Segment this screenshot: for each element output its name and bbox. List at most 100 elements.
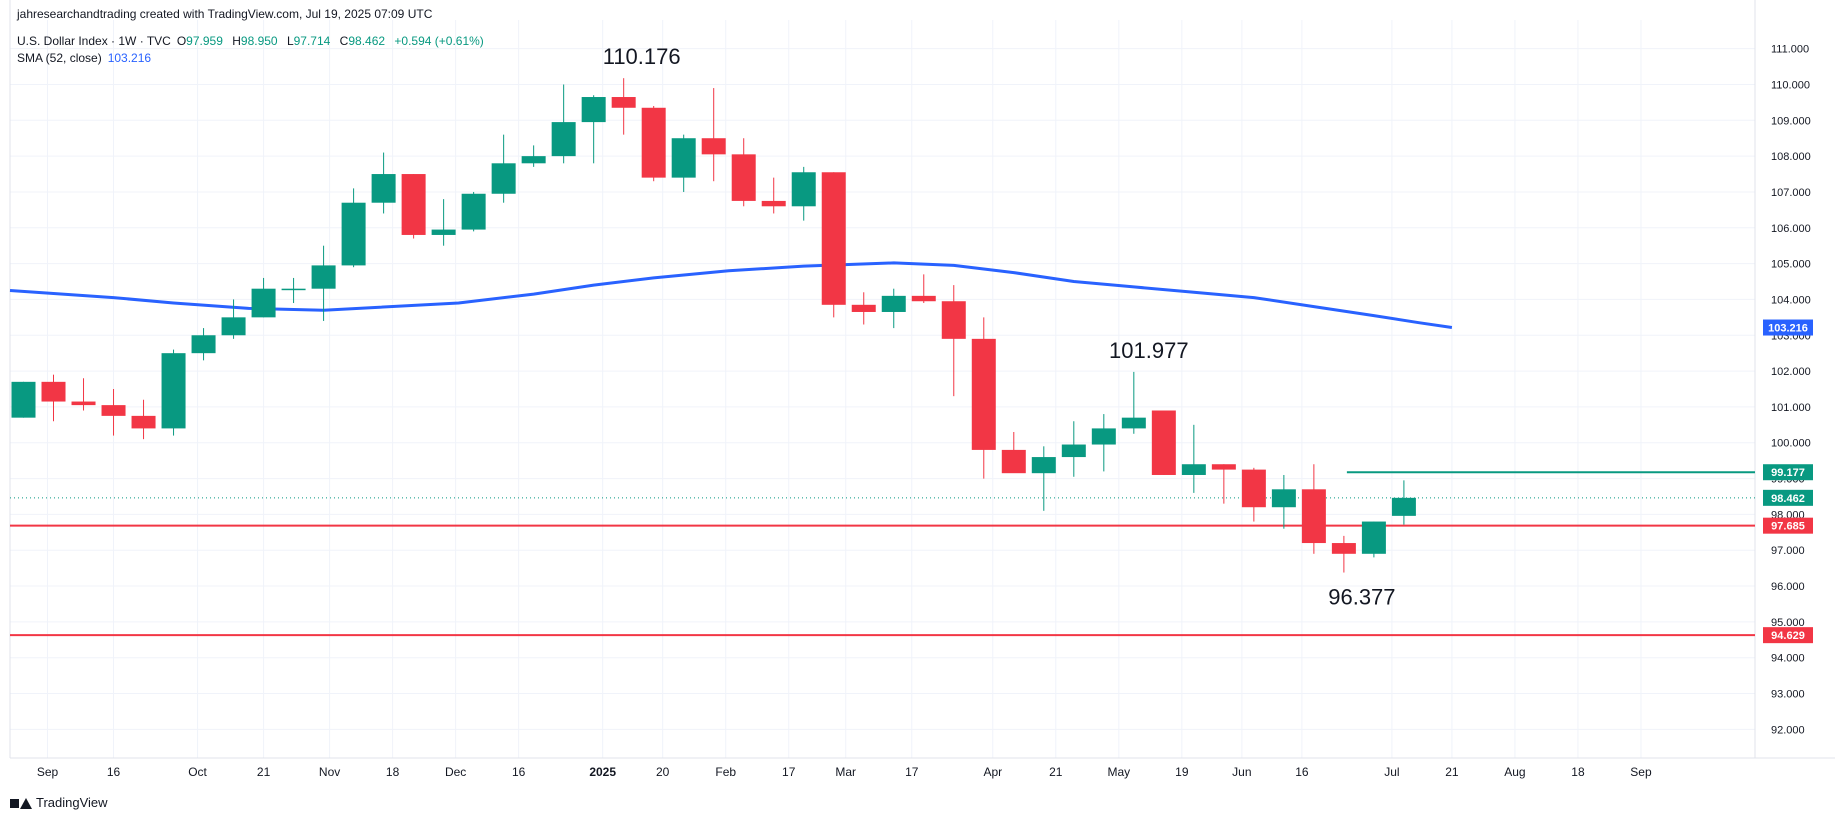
candle-body	[161, 353, 186, 429]
candle-down	[911, 274, 936, 304]
candle-up	[1061, 421, 1086, 477]
y-tick-label: 102.000	[1771, 366, 1811, 378]
x-tick-label: Nov	[319, 765, 340, 779]
chart-grid	[9, 0, 1835, 759]
candle-down	[101, 389, 126, 436]
x-tick-label: 20	[656, 765, 670, 779]
candle-up	[551, 84, 576, 164]
candle-body	[11, 381, 36, 418]
candle-body	[1361, 521, 1386, 554]
price-tag-box	[1763, 627, 1813, 644]
candle-up	[251, 277, 276, 318]
candle-down	[1331, 535, 1356, 573]
o-label: O	[176, 34, 187, 48]
x-tick-label: Oct	[188, 765, 207, 779]
candle-body	[761, 200, 786, 207]
candle-up	[11, 381, 36, 418]
candle-body	[1211, 464, 1236, 470]
price-tag-box	[1763, 489, 1813, 506]
candle-body	[491, 163, 516, 194]
sma-legend[interactable]: SMA (52, close) 103.216	[17, 51, 157, 65]
candle-up	[491, 134, 516, 203]
candle-body	[461, 193, 486, 230]
candle-body	[521, 156, 546, 164]
candle-down	[611, 78, 636, 135]
l-label: L	[286, 34, 294, 48]
price-tag-box	[1763, 464, 1813, 481]
candle-body	[341, 202, 366, 266]
x-tick-label: Feb	[715, 765, 736, 779]
candle-up	[281, 277, 306, 304]
candle-down	[71, 378, 96, 411]
candle-down	[1211, 464, 1236, 504]
candle-body	[311, 265, 336, 289]
candle-body	[881, 295, 906, 312]
candle-down	[41, 374, 66, 422]
y-tick-label: 107.000	[1771, 187, 1811, 199]
y-tick-label: 97.000	[1771, 545, 1805, 557]
price-tag-label: 94.629	[1771, 630, 1805, 642]
candle-body	[641, 107, 666, 178]
price-tag-label: 97.685	[1771, 521, 1805, 533]
candle-down	[401, 174, 426, 239]
x-tick-label: 18	[1571, 765, 1585, 779]
x-tick-label: 19	[1175, 765, 1189, 779]
candle-up	[1391, 480, 1416, 525]
y-tick-label: 110.000	[1771, 79, 1810, 91]
candle-body	[1301, 489, 1326, 544]
candle-up	[161, 349, 186, 436]
symbol-title[interactable]: U.S. Dollar Index · 1W · TVC	[17, 34, 171, 48]
candle-body	[251, 288, 276, 318]
candle-body	[1091, 428, 1116, 445]
x-tick-label: 21	[1445, 765, 1459, 779]
price-tag-label: 98.462	[1771, 493, 1805, 505]
candle-body	[791, 172, 816, 207]
tradingview-footer[interactable]: TradingView	[10, 795, 108, 810]
footer-brand: TradingView	[36, 795, 108, 810]
high-value: 98.950	[240, 34, 278, 48]
candle-body	[1121, 417, 1146, 429]
y-tick-label: 95.000	[1771, 617, 1805, 629]
candle-body	[41, 381, 66, 402]
candle-up	[341, 188, 366, 268]
price-tag-box	[1763, 319, 1813, 336]
y-tick-label: 100.000	[1771, 438, 1811, 450]
symbol-legend: U.S. Dollar Index · 1W · TVC O97.959 H98.…	[17, 34, 490, 48]
sma-line	[9, 261, 1453, 329]
price-tag: 98.462	[1763, 489, 1813, 506]
y-tick-label: 111.000	[1771, 44, 1809, 56]
c-label: C	[339, 34, 349, 48]
x-tick-label: 16	[107, 765, 121, 779]
candle-body	[581, 97, 606, 123]
candle-body	[1271, 489, 1296, 508]
x-tick-label: Dec	[445, 765, 466, 779]
price-tag: 94.629	[1763, 627, 1813, 644]
candle-body	[971, 338, 996, 450]
y-tick-label: 101.000	[1771, 402, 1811, 414]
x-tick-label: Apr	[983, 765, 1002, 779]
candle-up	[311, 245, 336, 321]
price-tag: 99.177	[1763, 464, 1813, 481]
change-value: +0.594 (+0.61%)	[394, 34, 484, 48]
x-tick-label: 21	[257, 765, 271, 779]
candle-up	[431, 199, 456, 246]
candle-body	[551, 122, 576, 157]
x-tick-label: 17	[782, 765, 796, 779]
candle-down	[701, 88, 726, 182]
candle-body	[1391, 497, 1416, 516]
candle-body	[101, 405, 126, 416]
y-tick-label: 92.000	[1771, 724, 1805, 736]
candle-down	[941, 285, 966, 397]
candle-body	[1331, 543, 1356, 554]
y-tick-label: 96.000	[1771, 581, 1805, 593]
candle-body	[1241, 469, 1266, 508]
candle-up	[461, 191, 486, 232]
candle-body	[1031, 457, 1056, 474]
candle-body	[1001, 449, 1026, 474]
horizontal-levels	[10, 471, 1755, 637]
candle-up	[521, 145, 546, 167]
sma-label: SMA (52, close)	[17, 51, 102, 65]
candle-body	[941, 301, 966, 339]
candle-body	[911, 295, 936, 302]
